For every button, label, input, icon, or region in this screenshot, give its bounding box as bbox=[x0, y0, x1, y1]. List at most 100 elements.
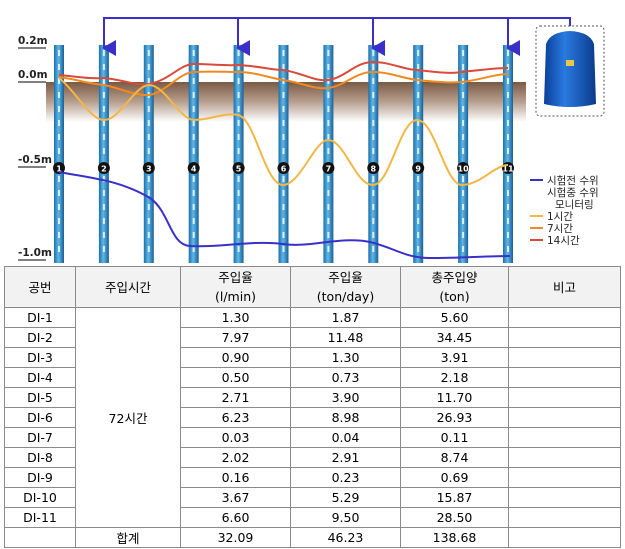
scale-lines bbox=[18, 47, 46, 261]
value-cell: 7.97 bbox=[180, 327, 291, 348]
legend-label: 시험중 수위 bbox=[547, 186, 599, 199]
value-cell: 9.50 bbox=[290, 507, 401, 528]
value-cell: 8.74 bbox=[400, 447, 509, 468]
header-name: 총주입양 bbox=[431, 270, 478, 285]
depth-label: 0.2m bbox=[18, 35, 48, 47]
well-id: DI-5 bbox=[4, 387, 76, 408]
well-id: DI-9 bbox=[4, 467, 76, 488]
note-cell bbox=[508, 467, 621, 488]
well-marker bbox=[53, 162, 65, 174]
value-cell: 0.73 bbox=[290, 367, 401, 388]
value-cell: 0.50 bbox=[180, 367, 291, 388]
well-number: 5 bbox=[236, 165, 242, 174]
header-name: 주입시간 bbox=[104, 279, 151, 295]
value-cell: 0.11 bbox=[400, 427, 509, 448]
well-number: 6 bbox=[281, 165, 287, 174]
total-value: 46.23 bbox=[290, 527, 401, 548]
diagram: 1 2 3 4 5 6 7 8 9 10 11 0.2m 0.0m -0.5m -1.0m 시험전 … bbox=[18, 17, 605, 263]
well-id: DI-11 bbox=[4, 507, 76, 528]
header-unit: (ton/day) bbox=[316, 289, 375, 304]
value-cell: 5.60 bbox=[400, 307, 509, 328]
value-cell: 15.87 bbox=[400, 487, 509, 508]
note-cell bbox=[508, 507, 621, 528]
wells: 1 2 3 4 5 6 7 8 9 10 11 bbox=[53, 45, 514, 263]
value-cell: 2.71 bbox=[180, 387, 291, 408]
well-marker bbox=[457, 162, 470, 174]
header-cell: 주입시간 bbox=[75, 266, 181, 308]
well-id: DI-1 bbox=[4, 307, 76, 328]
well-marker bbox=[232, 162, 245, 174]
header-cell: 총주입양 (ton) bbox=[400, 266, 509, 308]
value-cell: 0.90 bbox=[180, 347, 291, 368]
value-cell: 0.69 bbox=[400, 467, 509, 488]
header-unit: (ton) bbox=[439, 289, 470, 304]
data-row: DI-4 0.50 0.73 2.18 bbox=[4, 367, 621, 388]
value-cell: 8.98 bbox=[290, 407, 401, 428]
value-cell: 11.48 bbox=[290, 327, 401, 348]
data-row: DI-7 0.03 0.04 0.11 bbox=[4, 427, 621, 448]
injection-time: 72시간 bbox=[75, 307, 181, 528]
well-id: DI-10 bbox=[4, 487, 76, 508]
legend-label: 모니터링 bbox=[555, 199, 594, 211]
well-number: 9 bbox=[415, 165, 421, 174]
header-row: 공번 주입시간 주입율 (l/min) 주입율 (ton/day) 총주입양 (ton) 비고 bbox=[4, 266, 621, 308]
value-cell: 0.16 bbox=[180, 467, 291, 488]
data-row: DI-11 6.60 9.50 28.50 bbox=[4, 507, 621, 528]
water-levels bbox=[58, 60, 511, 260]
depth-label: -0.5m bbox=[18, 154, 52, 166]
note-cell bbox=[508, 487, 621, 508]
well-id: DI-2 bbox=[4, 327, 76, 348]
data-row: DI-8 2.02 2.91 8.74 bbox=[4, 447, 621, 468]
header-name: 공번 bbox=[28, 279, 52, 295]
value-cell: 3.67 bbox=[180, 487, 291, 508]
header-unit: (l/min) bbox=[214, 289, 256, 304]
value-cell: 5.29 bbox=[290, 487, 401, 508]
legend-label: 시험전 수위 bbox=[547, 174, 599, 187]
well-marker bbox=[322, 162, 335, 174]
value-cell: 11.70 bbox=[400, 387, 509, 408]
value-cell: 1.30 bbox=[290, 347, 401, 368]
well-id: DI-4 bbox=[4, 367, 76, 388]
note-cell bbox=[508, 527, 621, 548]
note-cell bbox=[508, 307, 621, 328]
well-marker bbox=[277, 162, 290, 174]
well-number: 10 bbox=[458, 165, 470, 174]
well-id: DI-8 bbox=[4, 447, 76, 468]
well-id: DI-7 bbox=[4, 427, 76, 448]
header-name: 비고 bbox=[552, 279, 576, 295]
data-row: DI-10 3.67 5.29 15.87 bbox=[4, 487, 621, 508]
value-cell: 6.60 bbox=[180, 507, 291, 528]
note-cell bbox=[508, 367, 621, 388]
value-cell: 26.93 bbox=[400, 407, 509, 428]
well-marker bbox=[142, 162, 155, 174]
well-marker bbox=[412, 162, 425, 174]
value-cell: 2.18 bbox=[400, 367, 509, 388]
total-value: 32.09 bbox=[180, 527, 291, 548]
header-cell: 주입율 (ton/day) bbox=[290, 266, 401, 308]
water-tank bbox=[535, 25, 605, 117]
injection-table: 공번 주입시간 주입율 (l/min) 주입율 (ton/day) 총주입양 (ton) 비고 D… bbox=[4, 266, 621, 548]
well-id: DI-6 bbox=[4, 407, 76, 428]
data-row: DI-2 7.97 11.48 34.45 bbox=[4, 327, 621, 348]
well-number: 2 bbox=[101, 165, 107, 174]
header-name: 주입율 bbox=[218, 270, 253, 285]
value-cell: 2.91 bbox=[290, 447, 401, 468]
value-cell: 3.90 bbox=[290, 387, 401, 408]
well-marker bbox=[187, 162, 200, 174]
value-cell: 0.03 bbox=[180, 427, 291, 448]
well-number: 7 bbox=[326, 165, 332, 174]
legend-label: 14시간 bbox=[547, 235, 580, 247]
well-marker bbox=[367, 162, 380, 174]
value-cell: 0.04 bbox=[290, 427, 401, 448]
legend-label: 7시간 bbox=[547, 223, 573, 235]
depth-label: 0.0m bbox=[18, 69, 48, 81]
well-number: 11 bbox=[502, 165, 514, 174]
total-label: 합계 bbox=[75, 527, 181, 548]
well-number: 4 bbox=[191, 165, 197, 174]
note-cell bbox=[508, 447, 621, 468]
value-cell: 2.02 bbox=[180, 447, 291, 468]
empty-cell bbox=[4, 527, 76, 548]
note-cell bbox=[508, 407, 621, 428]
depth-label: -1.0m bbox=[18, 247, 52, 259]
